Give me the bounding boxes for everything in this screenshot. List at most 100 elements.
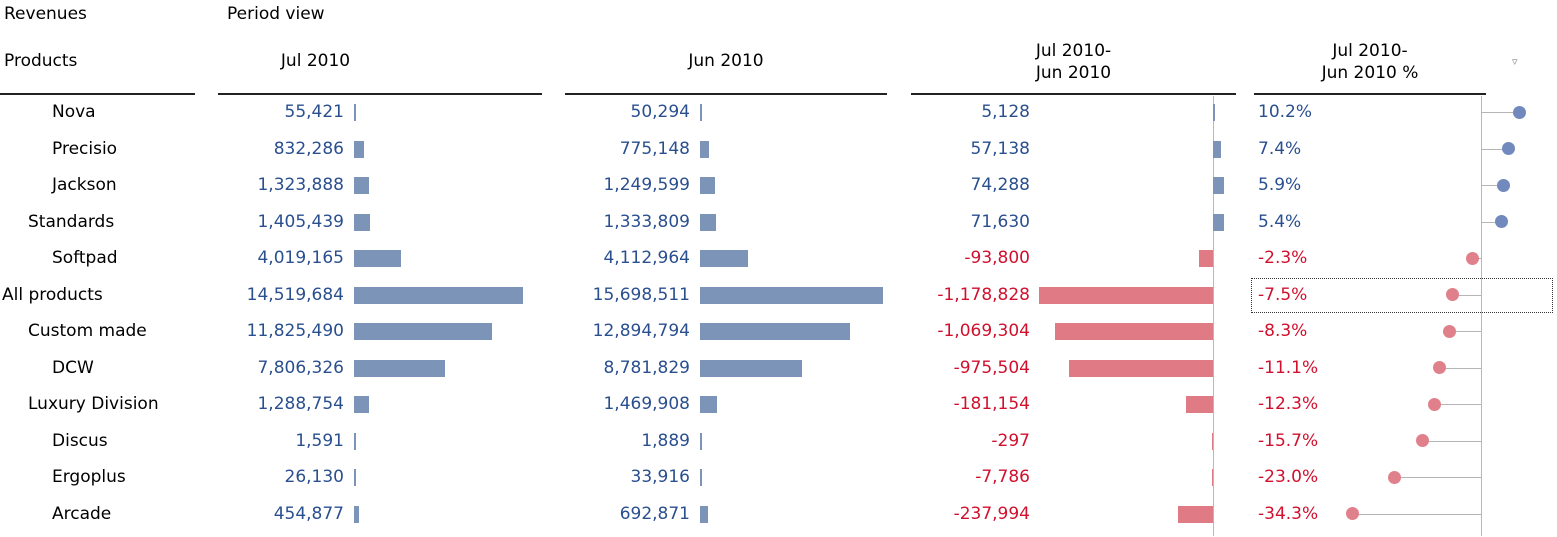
value-pct: -2.3% <box>1258 248 1308 268</box>
row-label[interactable]: DCW <box>52 357 94 378</box>
value-jul: 454,877 <box>273 503 344 524</box>
value-jul: 832,286 <box>273 138 344 159</box>
row-label[interactable]: Nova <box>52 102 96 122</box>
bar-jun <box>700 469 702 486</box>
bar-delta <box>1069 359 1213 377</box>
view-title: Period view <box>227 4 325 24</box>
row-label[interactable]: Jackson <box>52 175 117 195</box>
bar-jun <box>700 359 803 377</box>
row-label[interactable]: Standards <box>28 211 115 232</box>
bar-jul <box>354 250 401 267</box>
value-delta: 74,288 <box>970 175 1030 195</box>
row-label[interactable]: Custom made <box>28 321 147 341</box>
row-label[interactable]: Discus <box>52 430 108 451</box>
sort-triangle-icon[interactable]: ▿ <box>1512 55 1518 68</box>
column-header-jun[interactable]: Jun 2010 <box>688 51 764 71</box>
bar-jun <box>700 104 702 121</box>
bar-delta <box>1213 177 1224 194</box>
value-delta: -237,994 <box>953 503 1030 524</box>
header-rule-jun <box>565 93 887 95</box>
row-label[interactable]: Ergoplus <box>52 467 126 487</box>
column-header-pct[interactable]: Jul 2010- Jun 2010 % <box>1254 40 1486 84</box>
value-delta: -7,786 <box>975 467 1030 487</box>
bar-jun <box>700 323 851 340</box>
lollipop-dot <box>1432 361 1446 374</box>
lollipop-dot <box>1465 251 1479 265</box>
bar-jun <box>700 177 715 194</box>
value-delta: 5,128 <box>981 102 1030 122</box>
lollipop-dot <box>1345 507 1359 520</box>
lollipop-stem <box>1452 294 1481 296</box>
row-label[interactable]: Arcade <box>52 503 112 524</box>
bar-delta <box>1039 286 1213 304</box>
bar-delta <box>1055 323 1213 340</box>
bar-jul <box>354 469 356 486</box>
bar-jul <box>354 432 356 450</box>
bar-jun <box>700 505 709 523</box>
header-rule-pct <box>1254 93 1486 95</box>
value-pct: -8.3% <box>1258 321 1308 341</box>
bar-delta <box>1213 104 1215 121</box>
column-header-delta-line2: Jun 2010 <box>1035 63 1112 83</box>
column-header-jul[interactable]: Jul 2010 <box>280 51 351 71</box>
bar-jul <box>354 396 370 413</box>
value-pct: 10.2% <box>1258 102 1313 122</box>
value-pct: 5.9% <box>1258 175 1302 195</box>
value-jun: 1,469,908 <box>603 394 690 414</box>
bar-jun <box>700 250 748 267</box>
value-jun: 15,698,511 <box>592 284 690 305</box>
row-label[interactable]: Luxury Division <box>28 394 159 414</box>
value-pct: 5.4% <box>1258 211 1302 232</box>
column-header-pct-line2: Jun 2010 % <box>1321 63 1419 83</box>
lollipop-stem <box>1481 221 1502 223</box>
lollipop-dot <box>1446 288 1460 301</box>
value-jul: 7,806,326 <box>257 357 344 378</box>
value-jun: 4,112,964 <box>603 248 690 268</box>
lollipop-dot <box>1443 324 1457 338</box>
value-pct: -23.0% <box>1258 467 1319 487</box>
value-pct: -15.7% <box>1258 430 1319 451</box>
value-jun: 12,894,794 <box>592 321 690 341</box>
value-jun: 8,781,829 <box>603 357 690 378</box>
lollipop-stem <box>1422 440 1481 442</box>
lollipop-dot <box>1502 142 1516 155</box>
lollipop-stem <box>1481 185 1504 186</box>
value-jul: 55,421 <box>284 102 344 122</box>
value-delta: -93,800 <box>964 248 1030 268</box>
value-pct: -7.5% <box>1258 284 1308 305</box>
value-delta: 71,630 <box>970 211 1030 232</box>
value-jul: 1,591 <box>295 430 344 451</box>
header-rule-delta <box>911 93 1236 95</box>
bar-jun <box>700 286 883 304</box>
lollipop-stem <box>1481 112 1520 113</box>
value-delta: -181,154 <box>953 394 1030 414</box>
value-jul: 26,130 <box>284 467 344 487</box>
header-rule-jul <box>218 93 542 95</box>
row-label[interactable]: Precisio <box>52 138 118 159</box>
lollipop-dot <box>1415 434 1429 447</box>
bar-delta <box>1211 469 1213 486</box>
bar-delta <box>1186 396 1213 413</box>
value-jul: 1,323,888 <box>257 175 344 195</box>
bar-jul <box>354 140 364 158</box>
focused-cell[interactable] <box>1251 277 1553 313</box>
lollipop-stem <box>1434 404 1481 405</box>
measure-title: Revenues <box>4 4 87 24</box>
value-jun: 1,889 <box>641 430 690 451</box>
value-pct: 7.4% <box>1258 138 1302 159</box>
value-jul: 4,019,165 <box>257 248 344 268</box>
value-jul: 14,519,684 <box>246 284 344 305</box>
bar-jun <box>700 432 702 450</box>
value-jun: 33,916 <box>630 467 690 487</box>
value-delta: -1,178,828 <box>937 284 1030 305</box>
pct-axis-line <box>1481 96 1482 536</box>
value-pct: -12.3% <box>1258 394 1319 414</box>
bar-delta <box>1211 432 1213 450</box>
lollipop-dot <box>1428 397 1442 411</box>
value-pct: -11.1% <box>1258 357 1319 378</box>
column-header-delta[interactable]: Jul 2010- Jun 2010 <box>911 40 1236 84</box>
row-label[interactable]: All products <box>2 284 103 305</box>
value-jul: 1,288,754 <box>257 394 344 414</box>
row-label[interactable]: Softpad <box>52 248 118 268</box>
dimension-header[interactable]: Products <box>4 51 78 71</box>
